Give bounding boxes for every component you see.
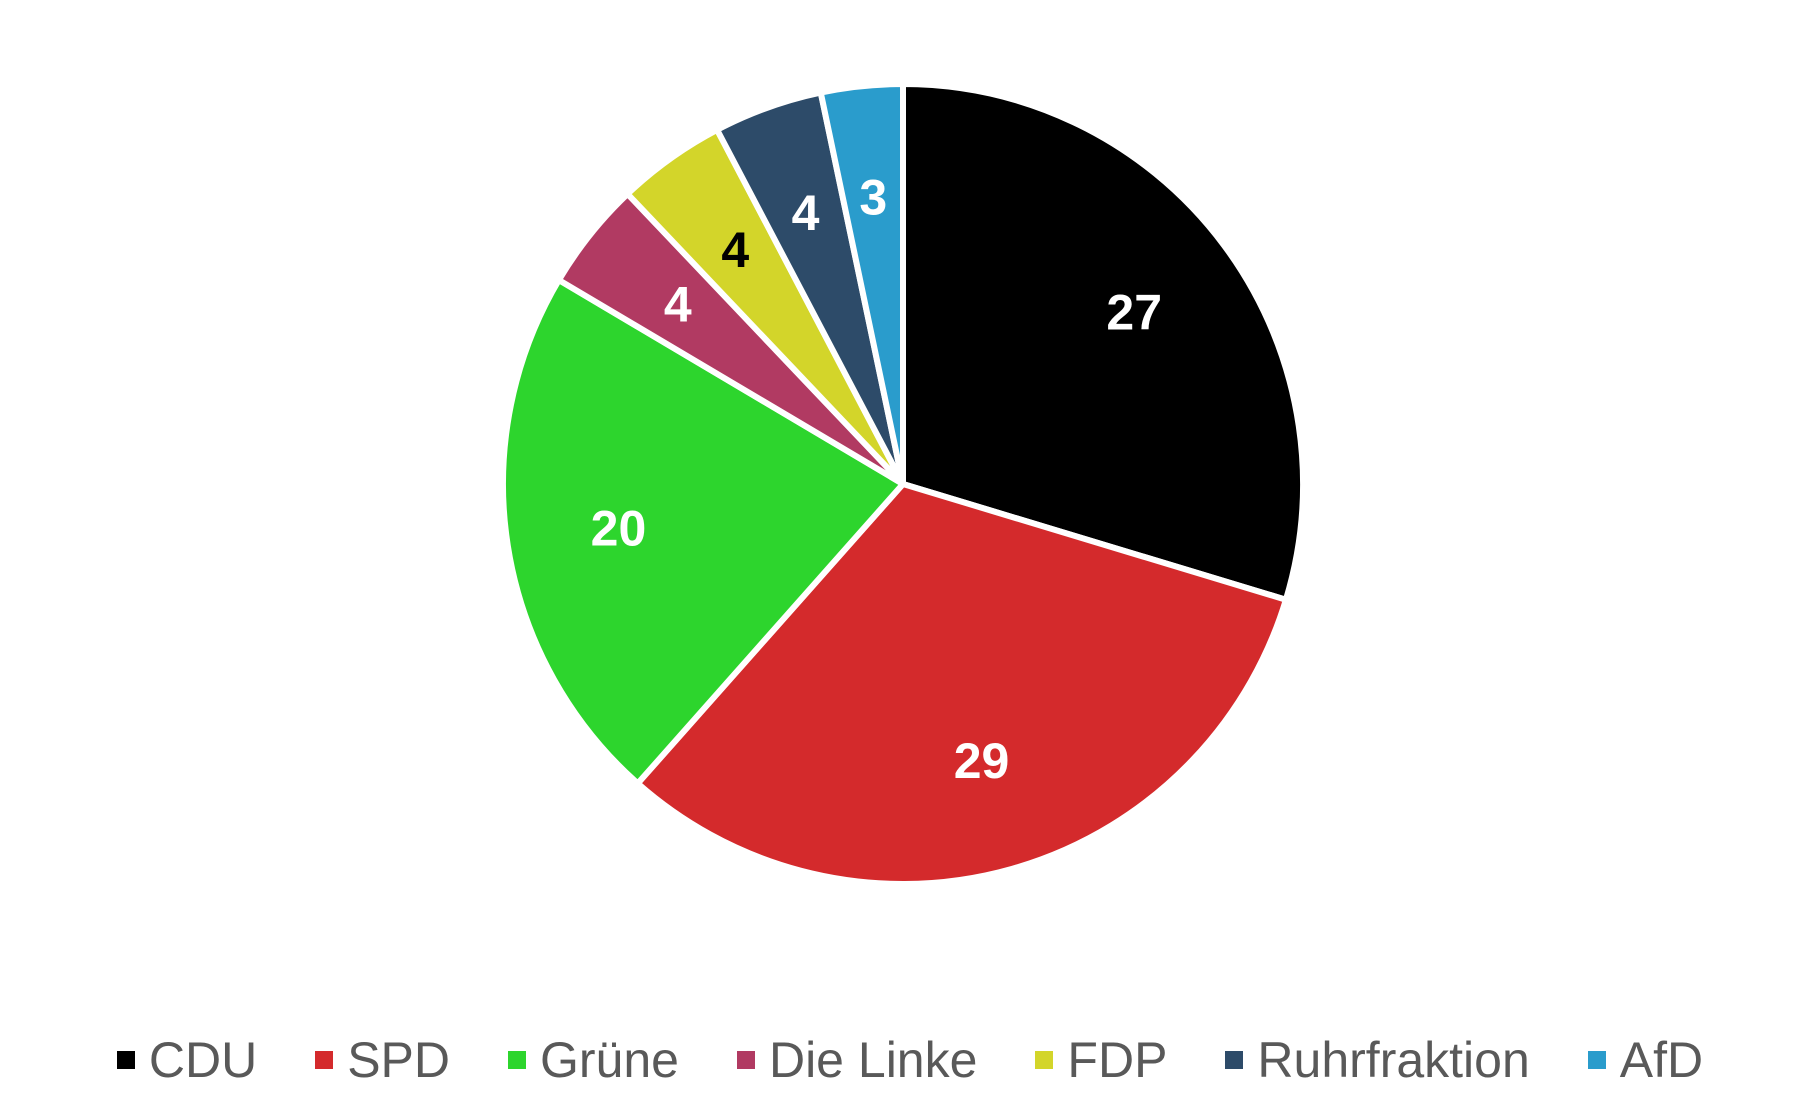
legend-swatch [508, 1051, 526, 1069]
legend-item-gr-ne: Grüne [508, 1035, 679, 1085]
legend-item-ruhrfraktion: Ruhrfraktion [1225, 1032, 1530, 1088]
data-label-fdp: 4 [721, 222, 749, 278]
legend-item-afd: AfD [1587, 1032, 1704, 1088]
legend-label: FDP [1067, 1032, 1168, 1088]
data-label-afd: 3 [859, 170, 887, 226]
legend-label: Ruhrfraktion [1257, 1032, 1530, 1088]
legend-label: Grüne [540, 1032, 679, 1088]
data-label-cdu: 27 [1106, 284, 1162, 340]
legend-label: CDU [148, 1032, 258, 1088]
legend-item-spd: SPD [315, 1035, 450, 1085]
data-label-gr-ne: 20 [591, 501, 647, 557]
data-label-die-linke: 4 [664, 276, 692, 332]
pie-slice-spd [634, 481, 1289, 887]
legend-swatch [116, 1051, 135, 1069]
legend-label: AfD [1619, 1032, 1704, 1088]
legend-swatch [1587, 1051, 1606, 1069]
legend-item-fdp: FDP [1035, 1035, 1167, 1085]
legend-swatch [315, 1051, 334, 1069]
legend-item-cdu: CDU [116, 1032, 258, 1088]
pie-slice-afd [817, 81, 906, 487]
data-label-ruhrfraktion: 4 [792, 185, 820, 241]
legend-item-die-linke: Die Linke [736, 1032, 978, 1088]
data-label-spd: 29 [954, 733, 1010, 789]
legend-label: SPD [347, 1032, 450, 1088]
legend-swatch [1035, 1051, 1054, 1069]
legend-swatch [1225, 1051, 1244, 1069]
legend-swatch [736, 1051, 755, 1069]
pie-slice-cdu [900, 81, 1306, 603]
chart-legend: CDU SPD Grüne Die Linke FDP Ruhrfraktion AfD [0, 1020, 1820, 1100]
pie-slice-gr-ne [500, 277, 906, 787]
legend-label: Die Linke [768, 1032, 978, 1088]
